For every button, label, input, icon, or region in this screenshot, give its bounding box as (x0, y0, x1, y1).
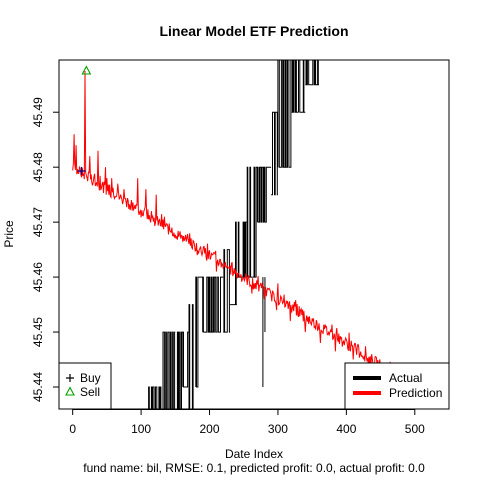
actual-segment (223, 250, 230, 333)
y-axis: 45.44 45.45 45.46 45.47 45.48 45.49 (31, 97, 59, 402)
prediction-line (73, 71, 401, 383)
y-tick-label: 45.47 (31, 207, 45, 237)
x-axis-label: Date Index (225, 447, 283, 461)
x-tick-label: 200 (200, 422, 220, 436)
actual-segment (271, 112, 278, 195)
actual-segment (182, 332, 189, 387)
sell-marker (82, 66, 90, 74)
actual-segment (162, 332, 176, 442)
prediction-series (73, 71, 401, 383)
x-tick-label: 400 (336, 422, 356, 436)
chart-title: Linear Model ETF Prediction (159, 23, 348, 39)
actual-segment (203, 277, 224, 332)
legend-label: Actual (389, 371, 422, 385)
legend-label: Prediction (389, 386, 442, 400)
actual-segment (237, 222, 247, 277)
actual-segment (292, 57, 299, 112)
y-tick-label: 45.45 (31, 317, 45, 347)
x-tick-label: 100 (131, 422, 151, 436)
actual-segment (264, 167, 271, 222)
y-tick-label: 45.44 (31, 372, 45, 402)
y-tick-label: 45.46 (31, 262, 45, 292)
x-tick-label: 300 (268, 422, 288, 436)
actual-segment (196, 277, 203, 387)
actual-segment (189, 305, 196, 442)
legend-label: Buy (80, 371, 101, 385)
legend-label: Sell (80, 385, 100, 399)
y-axis-label: Price (2, 220, 16, 248)
chart-subtitle: fund name: bil, RMSE: 0.1, predicted pro… (83, 461, 425, 475)
actual-segment (257, 167, 264, 222)
actual-segment (278, 57, 292, 167)
x-tick-label: 0 (69, 422, 76, 436)
y-tick-label: 45.48 (31, 152, 45, 182)
actual-segment (247, 167, 257, 277)
x-tick-label: 500 (405, 422, 425, 436)
y-tick-label: 45.49 (31, 97, 45, 127)
actual-segment (175, 332, 182, 414)
x-axis: 0 100 200 300 400 500 (69, 409, 425, 436)
actual-segment (299, 30, 306, 112)
